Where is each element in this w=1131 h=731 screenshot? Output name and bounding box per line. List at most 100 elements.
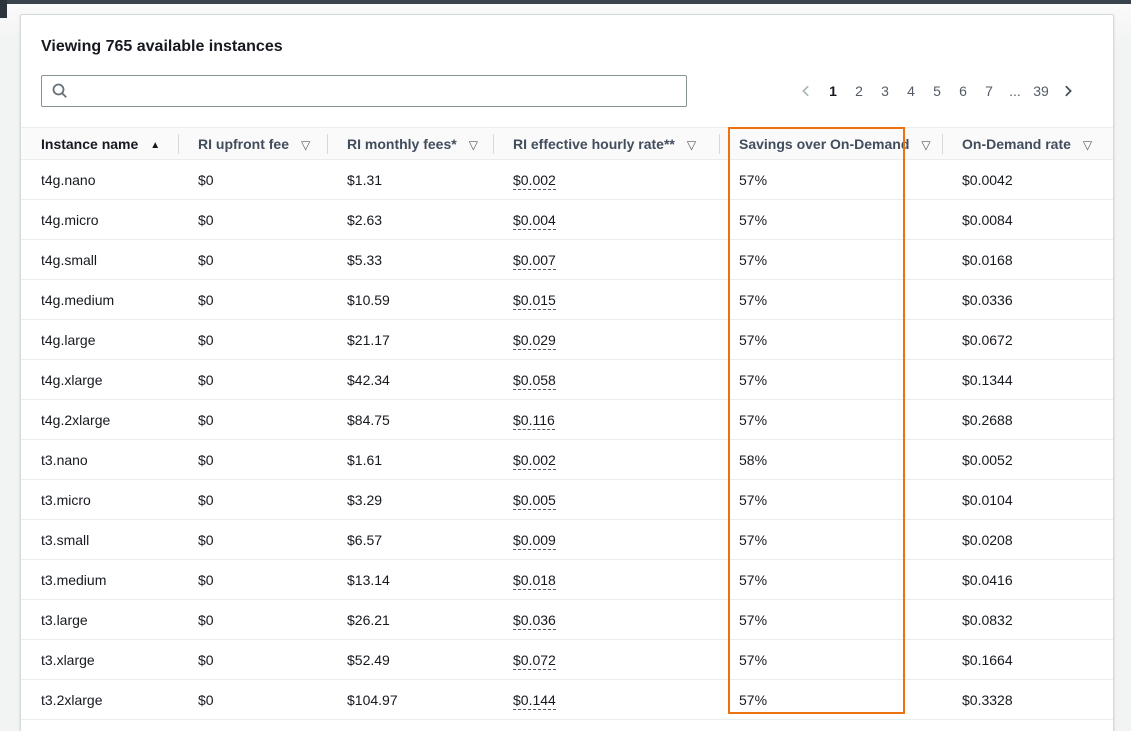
ri-effective-hourly-rate-cell: $0.002 bbox=[493, 439, 719, 480]
ri-effective-hourly-rate-cell: $0.116 bbox=[493, 399, 719, 440]
table-row: t3.large $0 $26.21 $0.036 57% $0.0832 bbox=[21, 599, 1113, 640]
table-row: t3.nano $0 $1.61 $0.002 58% $0.0052 bbox=[21, 439, 1113, 480]
on-demand-rate-cell: $0.2688 bbox=[942, 399, 1113, 440]
effective-hourly-rate-link[interactable]: $0.144 bbox=[513, 691, 556, 710]
instance-name-cell: t3.2xlarge bbox=[21, 679, 178, 720]
column-header-instance-name[interactable]: Instance name ▲ bbox=[21, 127, 178, 160]
effective-hourly-rate-link[interactable]: $0.004 bbox=[513, 211, 556, 230]
instance-name-cell: t4g.small bbox=[21, 239, 178, 280]
effective-hourly-rate-link[interactable]: $0.058 bbox=[513, 371, 556, 390]
ri-upfront-fee-cell: $0 bbox=[178, 399, 327, 440]
page-button-3[interactable]: 3 bbox=[881, 83, 889, 99]
ri-monthly-fees-cell: $6.57 bbox=[327, 519, 493, 560]
on-demand-rate-cell: $0.0336 bbox=[942, 279, 1113, 320]
instance-name-cell: t4g.2xlarge bbox=[21, 399, 178, 440]
savings-over-on-demand-cell: 57% bbox=[719, 399, 942, 440]
ri-effective-hourly-rate-cell: $0.005 bbox=[493, 479, 719, 520]
instance-name-cell: t4g.large bbox=[21, 319, 178, 360]
on-demand-rate-cell: $0.1344 bbox=[942, 359, 1113, 400]
page-button-39[interactable]: 39 bbox=[1033, 83, 1049, 99]
savings-over-on-demand-cell: 57% bbox=[719, 279, 942, 320]
savings-over-on-demand-cell: 57% bbox=[719, 679, 942, 720]
column-header-ri-upfront-fee[interactable]: RI upfront fee ▽ bbox=[178, 127, 327, 160]
ri-monthly-fees-cell: $1.31 bbox=[327, 159, 493, 200]
effective-hourly-rate-link[interactable]: $0.002 bbox=[513, 451, 556, 470]
on-demand-rate-cell: $0.0052 bbox=[942, 439, 1113, 480]
effective-hourly-rate-link[interactable]: $0.036 bbox=[513, 611, 556, 630]
on-demand-rate-cell: $0.0084 bbox=[942, 199, 1113, 240]
column-label-savings-over-on-demand: Savings over On-Demand bbox=[739, 135, 910, 152]
ri-effective-hourly-rate-cell: $0.018 bbox=[493, 559, 719, 600]
ri-upfront-fee-cell: $0 bbox=[178, 159, 327, 200]
on-demand-rate-cell: $0.0042 bbox=[942, 159, 1113, 200]
effective-hourly-rate-link[interactable]: $0.116 bbox=[513, 411, 555, 430]
on-demand-rate-cell: $0.0208 bbox=[942, 519, 1113, 560]
ri-effective-hourly-rate-cell: $0.072 bbox=[493, 639, 719, 680]
ri-upfront-fee-cell: $0 bbox=[178, 239, 327, 280]
ri-upfront-fee-cell: $0 bbox=[178, 519, 327, 560]
ri-monthly-fees-cell: $1.61 bbox=[327, 439, 493, 480]
on-demand-rate-cell: $0.0104 bbox=[942, 479, 1113, 520]
toolbar: 1 2 3 4 5 6 7... 39 bbox=[41, 75, 1093, 107]
on-demand-rate-cell: $0.0168 bbox=[942, 239, 1113, 280]
table-row: t3.2xlarge $0 $104.97 $0.144 57% $0.3328 bbox=[21, 679, 1113, 720]
effective-hourly-rate-link[interactable]: $0.005 bbox=[513, 491, 556, 510]
ri-monthly-fees-cell: $42.34 bbox=[327, 359, 493, 400]
column-label-instance-name: Instance name bbox=[41, 135, 139, 152]
page-button-7[interactable]: 7 bbox=[985, 83, 993, 99]
filter-dropdown-icon[interactable]: ▽ bbox=[301, 137, 311, 152]
instance-name-cell: t3.nano bbox=[21, 439, 178, 480]
savings-over-on-demand-cell: 57% bbox=[719, 479, 942, 520]
page-button-4[interactable]: 4 bbox=[907, 83, 915, 99]
filter-dropdown-icon[interactable]: ▽ bbox=[921, 137, 931, 152]
ri-upfront-fee-cell: $0 bbox=[178, 439, 327, 480]
effective-hourly-rate-link[interactable]: $0.015 bbox=[513, 291, 556, 310]
instance-name-cell: t4g.micro bbox=[21, 199, 178, 240]
column-header-ri-monthly-fees[interactable]: RI monthly fees* ▽ bbox=[327, 127, 493, 160]
instance-name-cell: t3.micro bbox=[21, 479, 178, 520]
ri-monthly-fees-cell: $104.97 bbox=[327, 679, 493, 720]
instances-table: Instance name ▲ RI upfront fee ▽ RI monthly … bbox=[21, 127, 1113, 720]
effective-hourly-rate-link[interactable]: $0.009 bbox=[513, 531, 556, 550]
page-button-1[interactable]: 1 bbox=[829, 83, 837, 99]
instance-name-cell: t3.small bbox=[21, 519, 178, 560]
page-title: Viewing 765 available instances bbox=[41, 38, 283, 55]
instances-panel: Viewing 765 available instances 1 2 3 4 5 6 7.… bbox=[20, 14, 1114, 731]
ri-monthly-fees-cell: $10.59 bbox=[327, 279, 493, 320]
on-demand-rate-cell: $0.3328 bbox=[942, 679, 1113, 720]
search-input[interactable] bbox=[76, 77, 678, 105]
savings-over-on-demand-cell: 57% bbox=[719, 159, 942, 200]
filter-dropdown-icon[interactable]: ▽ bbox=[1082, 137, 1093, 152]
next-page-button[interactable] bbox=[1057, 80, 1079, 102]
on-demand-rate-cell: $0.0416 bbox=[942, 559, 1113, 600]
savings-over-on-demand-cell: 57% bbox=[719, 239, 942, 280]
search-icon bbox=[52, 83, 67, 98]
savings-over-on-demand-cell: 57% bbox=[719, 199, 942, 240]
column-label-ri-effective-hourly-rate: RI effective hourly rate** bbox=[513, 135, 675, 152]
table-row: t4g.micro $0 $2.63 $0.004 57% $0.0084 bbox=[21, 199, 1113, 240]
effective-hourly-rate-link[interactable]: $0.029 bbox=[513, 331, 556, 350]
effective-hourly-rate-link[interactable]: $0.072 bbox=[513, 651, 556, 670]
column-header-on-demand-rate[interactable]: On-Demand rate ▽ bbox=[942, 127, 1113, 160]
ri-upfront-fee-cell: $0 bbox=[178, 559, 327, 600]
column-label-ri-upfront-fee: RI upfront fee bbox=[198, 135, 289, 152]
page-button-6[interactable]: 6 bbox=[959, 83, 967, 99]
column-header-ri-effective-hourly-rate[interactable]: RI effective hourly rate** ▽ bbox=[493, 127, 719, 160]
filter-dropdown-icon[interactable]: ▽ bbox=[686, 137, 697, 152]
effective-hourly-rate-link[interactable]: $0.007 bbox=[513, 251, 556, 270]
ri-monthly-fees-cell: $3.29 bbox=[327, 479, 493, 520]
page-button-2[interactable]: 2 bbox=[855, 83, 863, 99]
column-header-savings-over-on-demand[interactable]: Savings over On-Demand ▽ bbox=[719, 127, 942, 160]
page-button-5[interactable]: 5 bbox=[933, 83, 941, 99]
savings-over-on-demand-cell: 57% bbox=[719, 519, 942, 560]
ri-effective-hourly-rate-cell: $0.058 bbox=[493, 359, 719, 400]
table-header-row: Instance name ▲ RI upfront fee ▽ RI monthly … bbox=[21, 127, 1113, 160]
chevron-left-icon bbox=[802, 85, 809, 97]
effective-hourly-rate-link[interactable]: $0.018 bbox=[513, 571, 556, 590]
panel-header: Viewing 765 available instances 1 2 3 4 5 6 7.… bbox=[21, 15, 1113, 107]
column-label-ri-monthly-fees: RI monthly fees* bbox=[347, 135, 457, 152]
effective-hourly-rate-link[interactable]: $0.002 bbox=[513, 171, 556, 190]
chevron-right-icon bbox=[1065, 85, 1072, 97]
ri-effective-hourly-rate-cell: $0.009 bbox=[493, 519, 719, 560]
filter-dropdown-icon[interactable]: ▽ bbox=[468, 137, 478, 152]
